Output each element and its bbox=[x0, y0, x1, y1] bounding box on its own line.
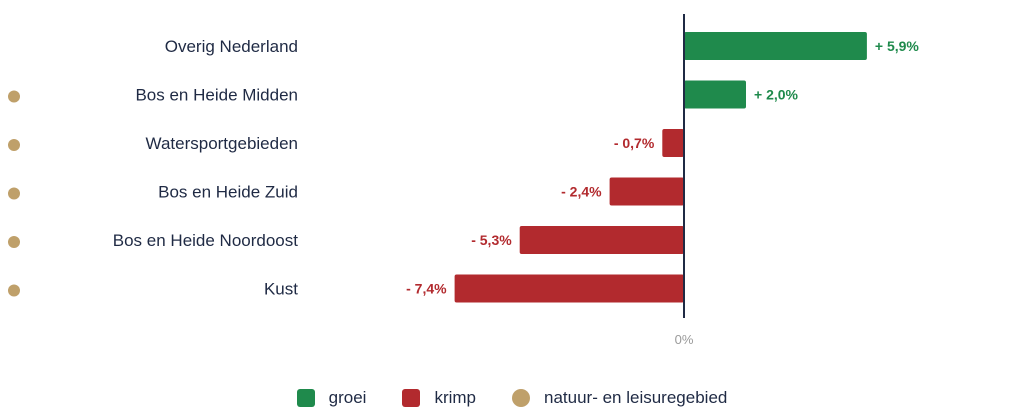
bar-watersportgebieden bbox=[662, 129, 684, 157]
value-label-bos-en-heide-zuid: - 2,4% bbox=[561, 184, 602, 200]
category-labels: Overig Nederland Bos en Heide Midden Water… bbox=[113, 37, 299, 299]
legend-item-krimp: krimp bbox=[402, 388, 476, 408]
value-label-overig-nederland: + 5,9% bbox=[875, 38, 920, 54]
legend: groei krimp natuur- en leisuregebied bbox=[0, 384, 1024, 412]
value-label-bos-en-heide-noordoost: - 5,3% bbox=[471, 232, 512, 248]
nature-markers bbox=[8, 90, 20, 297]
category-label-bos-en-heide-midden: Bos en Heide Midden bbox=[135, 86, 298, 105]
value-label-kust: - 7,4% bbox=[406, 281, 447, 297]
bar-bos-en-heide-midden bbox=[684, 80, 746, 109]
category-label-overig-nederland: Overig Nederland bbox=[165, 37, 298, 56]
nature-marker-bos-en-heide-noordoost bbox=[8, 236, 20, 248]
category-label-bos-en-heide-noordoost: Bos en Heide Noordoost bbox=[113, 231, 299, 250]
bar-bos-en-heide-zuid bbox=[609, 177, 684, 206]
legend-label-krimp: krimp bbox=[434, 388, 476, 407]
legend-item-groei: groei bbox=[296, 388, 367, 408]
nature-marker-kust bbox=[8, 284, 20, 297]
nature-marker-bos-en-heide-zuid bbox=[8, 187, 20, 200]
bars bbox=[454, 32, 867, 303]
zero-axis-label: 0% bbox=[675, 332, 694, 347]
value-labels: + 5,9% + 2,0% - 0,7% - 2,4% - 5,3% - 7,4% bbox=[406, 38, 919, 297]
legend-swatch-krimp bbox=[402, 389, 421, 407]
legend-item-natuur: natuur- en leisuregebied bbox=[512, 388, 727, 408]
legend-label-groei: groei bbox=[328, 388, 367, 407]
value-label-bos-en-heide-midden: + 2,0% bbox=[754, 87, 799, 103]
bar-bos-en-heide-noordoost bbox=[519, 226, 684, 254]
category-label-bos-en-heide-zuid: Bos en Heide Zuid bbox=[158, 183, 298, 202]
legend-swatch-groei bbox=[296, 389, 315, 407]
legend-label-natuur: natuur- en leisuregebied bbox=[544, 388, 728, 407]
nature-marker-bos-en-heide-midden bbox=[8, 90, 20, 103]
category-label-watersportgebieden: Watersportgebieden bbox=[146, 134, 298, 153]
value-label-watersportgebieden: - 0,7% bbox=[614, 135, 655, 151]
category-label-kust: Kust bbox=[264, 280, 298, 299]
legend-swatch-natuur bbox=[512, 389, 530, 407]
nature-marker-watersportgebieden bbox=[8, 139, 20, 151]
bar-kust bbox=[454, 274, 684, 303]
bar-overig-nederland bbox=[684, 32, 867, 60]
